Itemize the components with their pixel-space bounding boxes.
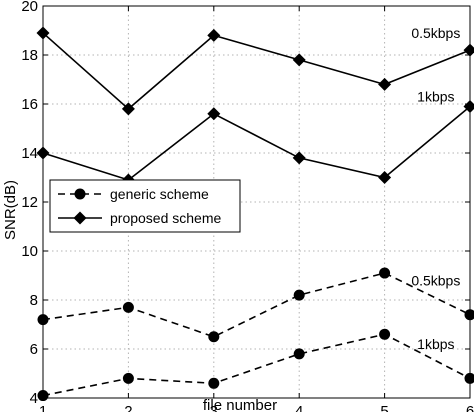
circle-marker	[293, 348, 305, 360]
diamond-marker	[378, 77, 392, 91]
legend: generic scheme proposed scheme	[49, 179, 241, 233]
circle-marker	[208, 331, 220, 343]
y-tick-label: 12	[21, 194, 38, 211]
circle-marker	[379, 267, 391, 279]
y-tick-label: 16	[21, 96, 38, 113]
circle-marker	[74, 188, 86, 200]
x-tick-label: 3	[210, 403, 218, 412]
x-tick-label: 5	[380, 403, 388, 412]
y-tick-label: 20	[21, 0, 38, 15]
rate-label: 0.5kbps	[411, 25, 460, 41]
diamond-marker	[121, 102, 135, 116]
circle-marker	[208, 377, 220, 389]
circle-marker	[122, 301, 134, 313]
series-generic-1kbps	[37, 328, 474, 402]
rate-label: 1kbps	[417, 89, 454, 105]
circle-marker	[379, 328, 391, 340]
diamond-marker	[292, 151, 306, 165]
legend-box	[49, 179, 241, 233]
series-line	[42, 333, 471, 397]
legend-label: generic scheme	[110, 186, 209, 202]
legend-entry: generic scheme	[58, 186, 209, 202]
series-proposed-0.5kbps	[36, 26, 474, 116]
y-axis-label: SNR(dB)	[2, 180, 19, 240]
x-tick-label: 2	[124, 403, 132, 412]
grid-lines	[43, 6, 470, 398]
diamond-marker	[36, 146, 50, 160]
diamond-marker	[73, 211, 87, 225]
rate-label: 1kbps	[417, 336, 454, 352]
axes	[42, 5, 471, 399]
diamond-marker	[292, 53, 306, 67]
y-tick-label: 14	[21, 145, 38, 162]
series-line	[42, 32, 471, 110]
data-series	[36, 26, 474, 402]
rate-annotations: 0.5kbps 1kbps 0.5kbps 1kbps	[411, 25, 460, 352]
series-line	[42, 272, 471, 338]
x-axis-label: file number	[203, 397, 277, 412]
y-tick-label: 18	[21, 47, 38, 64]
diamond-marker	[36, 26, 50, 40]
rate-label: 0.5kbps	[411, 272, 460, 288]
circle-marker	[37, 314, 49, 326]
y-tick-label: 4	[30, 390, 38, 407]
legend-entry: proposed scheme	[58, 210, 222, 226]
series-generic-0.5kbps	[37, 267, 474, 343]
diamond-marker	[463, 43, 474, 57]
circle-marker	[37, 390, 49, 402]
y-tick-label: 8	[30, 292, 38, 309]
circle-marker	[464, 309, 474, 321]
circle-marker	[464, 372, 474, 384]
legend-label: proposed scheme	[110, 210, 222, 226]
series-line	[42, 105, 471, 181]
diamond-marker	[207, 28, 221, 42]
diamond-marker	[378, 171, 392, 184]
circle-marker	[122, 372, 134, 384]
x-tick-label: 4	[295, 403, 303, 412]
y-tick-label: 10	[21, 243, 38, 260]
diamond-marker	[207, 107, 221, 121]
x-tick-label: 1	[39, 403, 47, 412]
y-tick-label: 6	[30, 341, 38, 358]
circle-marker	[293, 289, 305, 301]
diamond-marker	[463, 99, 474, 113]
x-tick-label: 6	[466, 403, 474, 412]
